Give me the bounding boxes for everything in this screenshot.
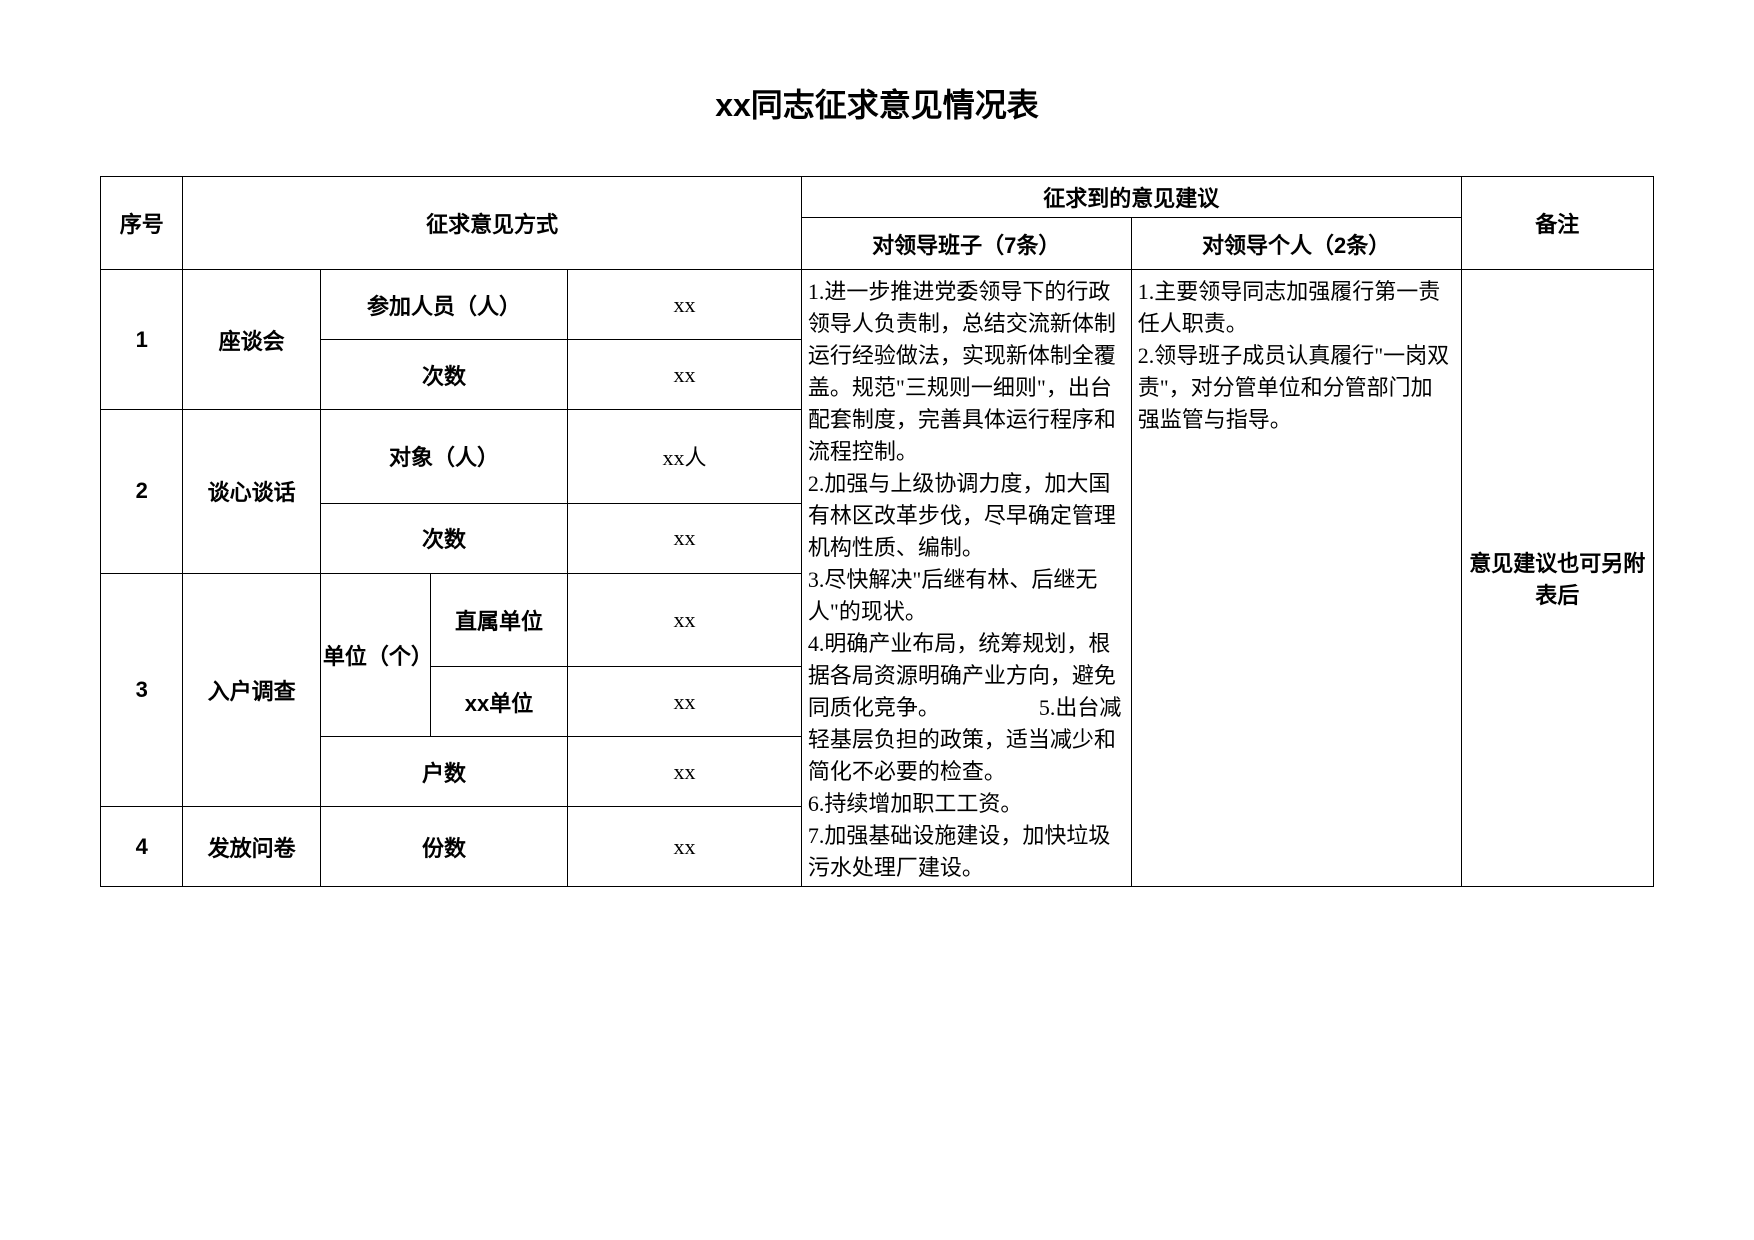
row1-sub2-label: 次数 xyxy=(320,340,567,410)
row1-sub1-label: 参加人员（人） xyxy=(320,270,567,340)
row1-sub2-value: xx xyxy=(568,340,802,410)
row2-method: 谈心谈话 xyxy=(183,410,320,574)
row2-sub1-value: xx人 xyxy=(568,410,802,504)
header-remark: 备注 xyxy=(1461,177,1653,270)
row2-sub1-label: 对象（人） xyxy=(320,410,567,504)
row3-sub1-value: xx xyxy=(568,573,802,667)
page-title: xx同志征求意见情况表 xyxy=(100,80,1654,126)
opinion-table: 序号 征求意见方式 征求到的意见建议 备注 对领导班子（7条） 对领导个人（2条… xyxy=(100,176,1654,887)
row3-unit-label: 单位（个） xyxy=(320,573,430,737)
row1-sub1-value: xx xyxy=(568,270,802,340)
row2-sub2-label: 次数 xyxy=(320,503,567,573)
remark-cell: 意见建议也可另附表后 xyxy=(1461,270,1653,887)
row4-sub1-label: 份数 xyxy=(320,807,567,887)
row3-sub1-label: 直属单位 xyxy=(430,573,567,667)
row3-seq: 3 xyxy=(101,573,183,807)
header-opinion-person: 对领导个人（2条） xyxy=(1131,218,1461,270)
row4-seq: 4 xyxy=(101,807,183,887)
row4-sub1-value: xx xyxy=(568,807,802,887)
row3-sub3-value: xx xyxy=(568,737,802,807)
row1-method: 座谈会 xyxy=(183,270,320,410)
row4-method: 发放问卷 xyxy=(183,807,320,887)
opinion-person-cell: 1.主要领导同志加强履行第一责任人职责。 2.领导班子成员认真履行"一岗双责"，… xyxy=(1131,270,1461,887)
opinion-team-cell: 1.进一步推进党委领导下的行政领导人负责制，总结交流新体制运行经验做法，实现新体… xyxy=(801,270,1131,887)
row3-sub2-label: xx单位 xyxy=(430,667,567,737)
header-seq: 序号 xyxy=(101,177,183,270)
row2-seq: 2 xyxy=(101,410,183,574)
row3-sub3-label: 户数 xyxy=(320,737,567,807)
row2-sub2-value: xx xyxy=(568,503,802,573)
header-opinion-team: 对领导班子（7条） xyxy=(801,218,1131,270)
header-method: 征求意见方式 xyxy=(183,177,801,270)
row3-method: 入户调查 xyxy=(183,573,320,807)
row3-sub2-value: xx xyxy=(568,667,802,737)
header-opinions: 征求到的意见建议 xyxy=(801,177,1461,218)
row1-seq: 1 xyxy=(101,270,183,410)
